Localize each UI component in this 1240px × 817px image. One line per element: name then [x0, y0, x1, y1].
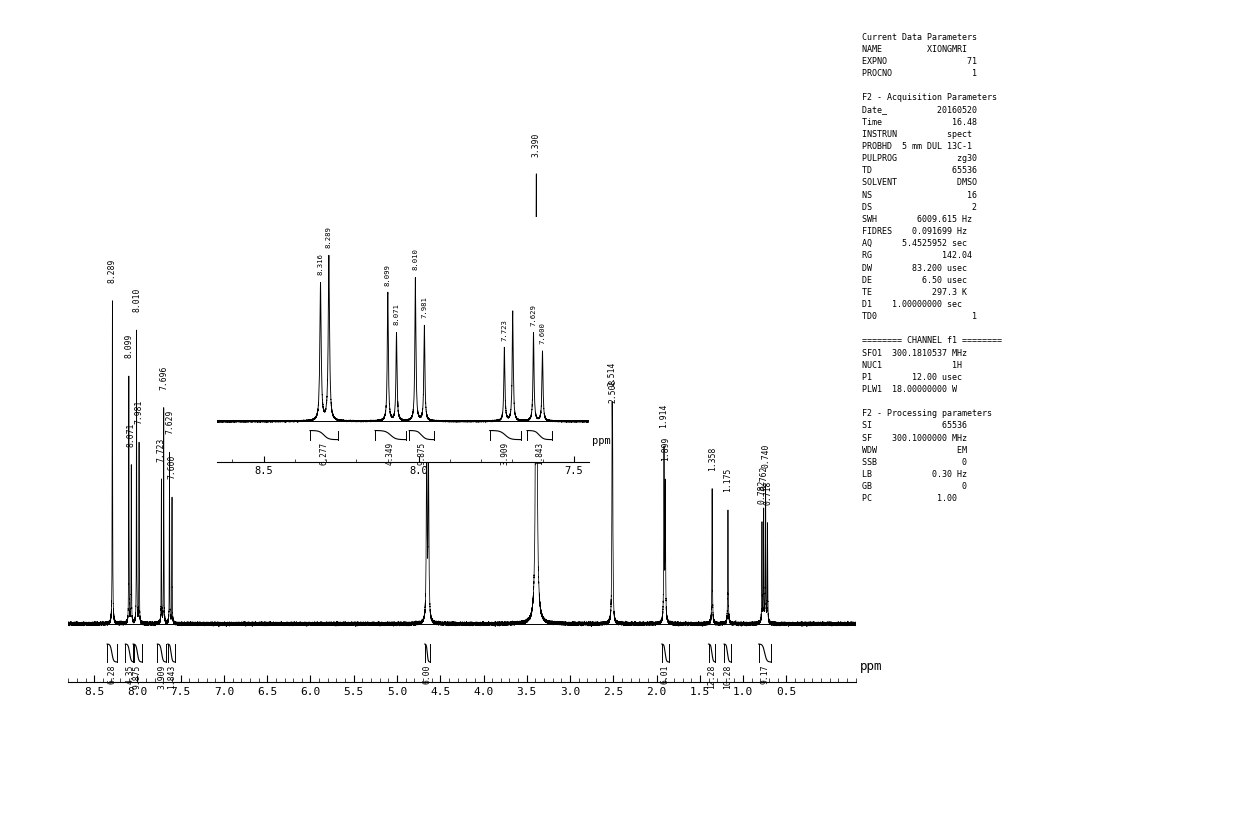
Text: 7.723: 7.723 [501, 319, 507, 341]
Text: 7.981: 7.981 [135, 400, 144, 424]
Text: 2.514: 2.514 [608, 362, 616, 386]
Text: 3.390: 3.390 [532, 132, 541, 157]
Text: 8.010: 8.010 [413, 248, 418, 270]
Text: 2.508: 2.508 [608, 379, 618, 403]
Text: 9.875: 9.875 [417, 441, 427, 465]
Text: 7.696: 7.696 [159, 365, 169, 390]
Text: ppm: ppm [591, 436, 611, 446]
Text: 0.782: 0.782 [758, 480, 766, 504]
Text: Current Data Parameters
NAME         XIONGMRI
EXPNO                71
PROCNO    : Current Data Parameters NAME XIONGMRI EX… [862, 33, 1002, 503]
Text: 3.909: 3.909 [501, 441, 510, 465]
Text: 1.843: 1.843 [534, 441, 544, 465]
Text: 6.277: 6.277 [320, 441, 329, 465]
Text: 4.657: 4.657 [422, 384, 432, 408]
Text: 1.358: 1.358 [708, 446, 717, 471]
Text: 9.17: 9.17 [760, 664, 769, 684]
Text: 3.909: 3.909 [157, 664, 166, 689]
Text: 1.899: 1.899 [661, 436, 670, 461]
Text: 8.316: 8.316 [317, 253, 324, 275]
Text: 7.600: 7.600 [539, 322, 546, 344]
Text: 10.28: 10.28 [723, 664, 732, 689]
Text: 8.071: 8.071 [126, 422, 135, 447]
Text: 1.843: 1.843 [166, 664, 176, 689]
Text: 8.289: 8.289 [326, 226, 332, 248]
Text: 6.01: 6.01 [661, 664, 670, 684]
Text: 7.981: 7.981 [422, 296, 428, 318]
Text: 4.636: 4.636 [424, 400, 433, 425]
Text: 7.723: 7.723 [157, 438, 166, 462]
Text: 0.740: 0.740 [761, 443, 770, 467]
Text: 4.35: 4.35 [125, 664, 134, 684]
Text: 8.099: 8.099 [384, 264, 391, 286]
Text: 7.629: 7.629 [165, 410, 174, 435]
Text: 8.071: 8.071 [393, 303, 399, 325]
Text: ppm: ppm [859, 660, 883, 673]
Text: 8.289: 8.289 [108, 259, 117, 283]
Text: 0.718: 0.718 [763, 480, 773, 505]
Text: 12.28: 12.28 [708, 664, 717, 689]
Text: 8.010: 8.010 [131, 288, 141, 312]
Text: 0.762: 0.762 [759, 466, 769, 490]
Text: 6.00: 6.00 [423, 664, 432, 684]
Text: 6.28: 6.28 [108, 664, 117, 684]
Text: 9.875: 9.875 [133, 664, 141, 689]
Text: 4.349: 4.349 [386, 441, 396, 465]
Text: 7.600: 7.600 [167, 455, 176, 480]
Text: 1.175: 1.175 [723, 467, 733, 492]
Text: 1.914: 1.914 [660, 404, 668, 428]
Text: 8.099: 8.099 [124, 333, 134, 358]
Text: 7.629: 7.629 [531, 304, 537, 326]
